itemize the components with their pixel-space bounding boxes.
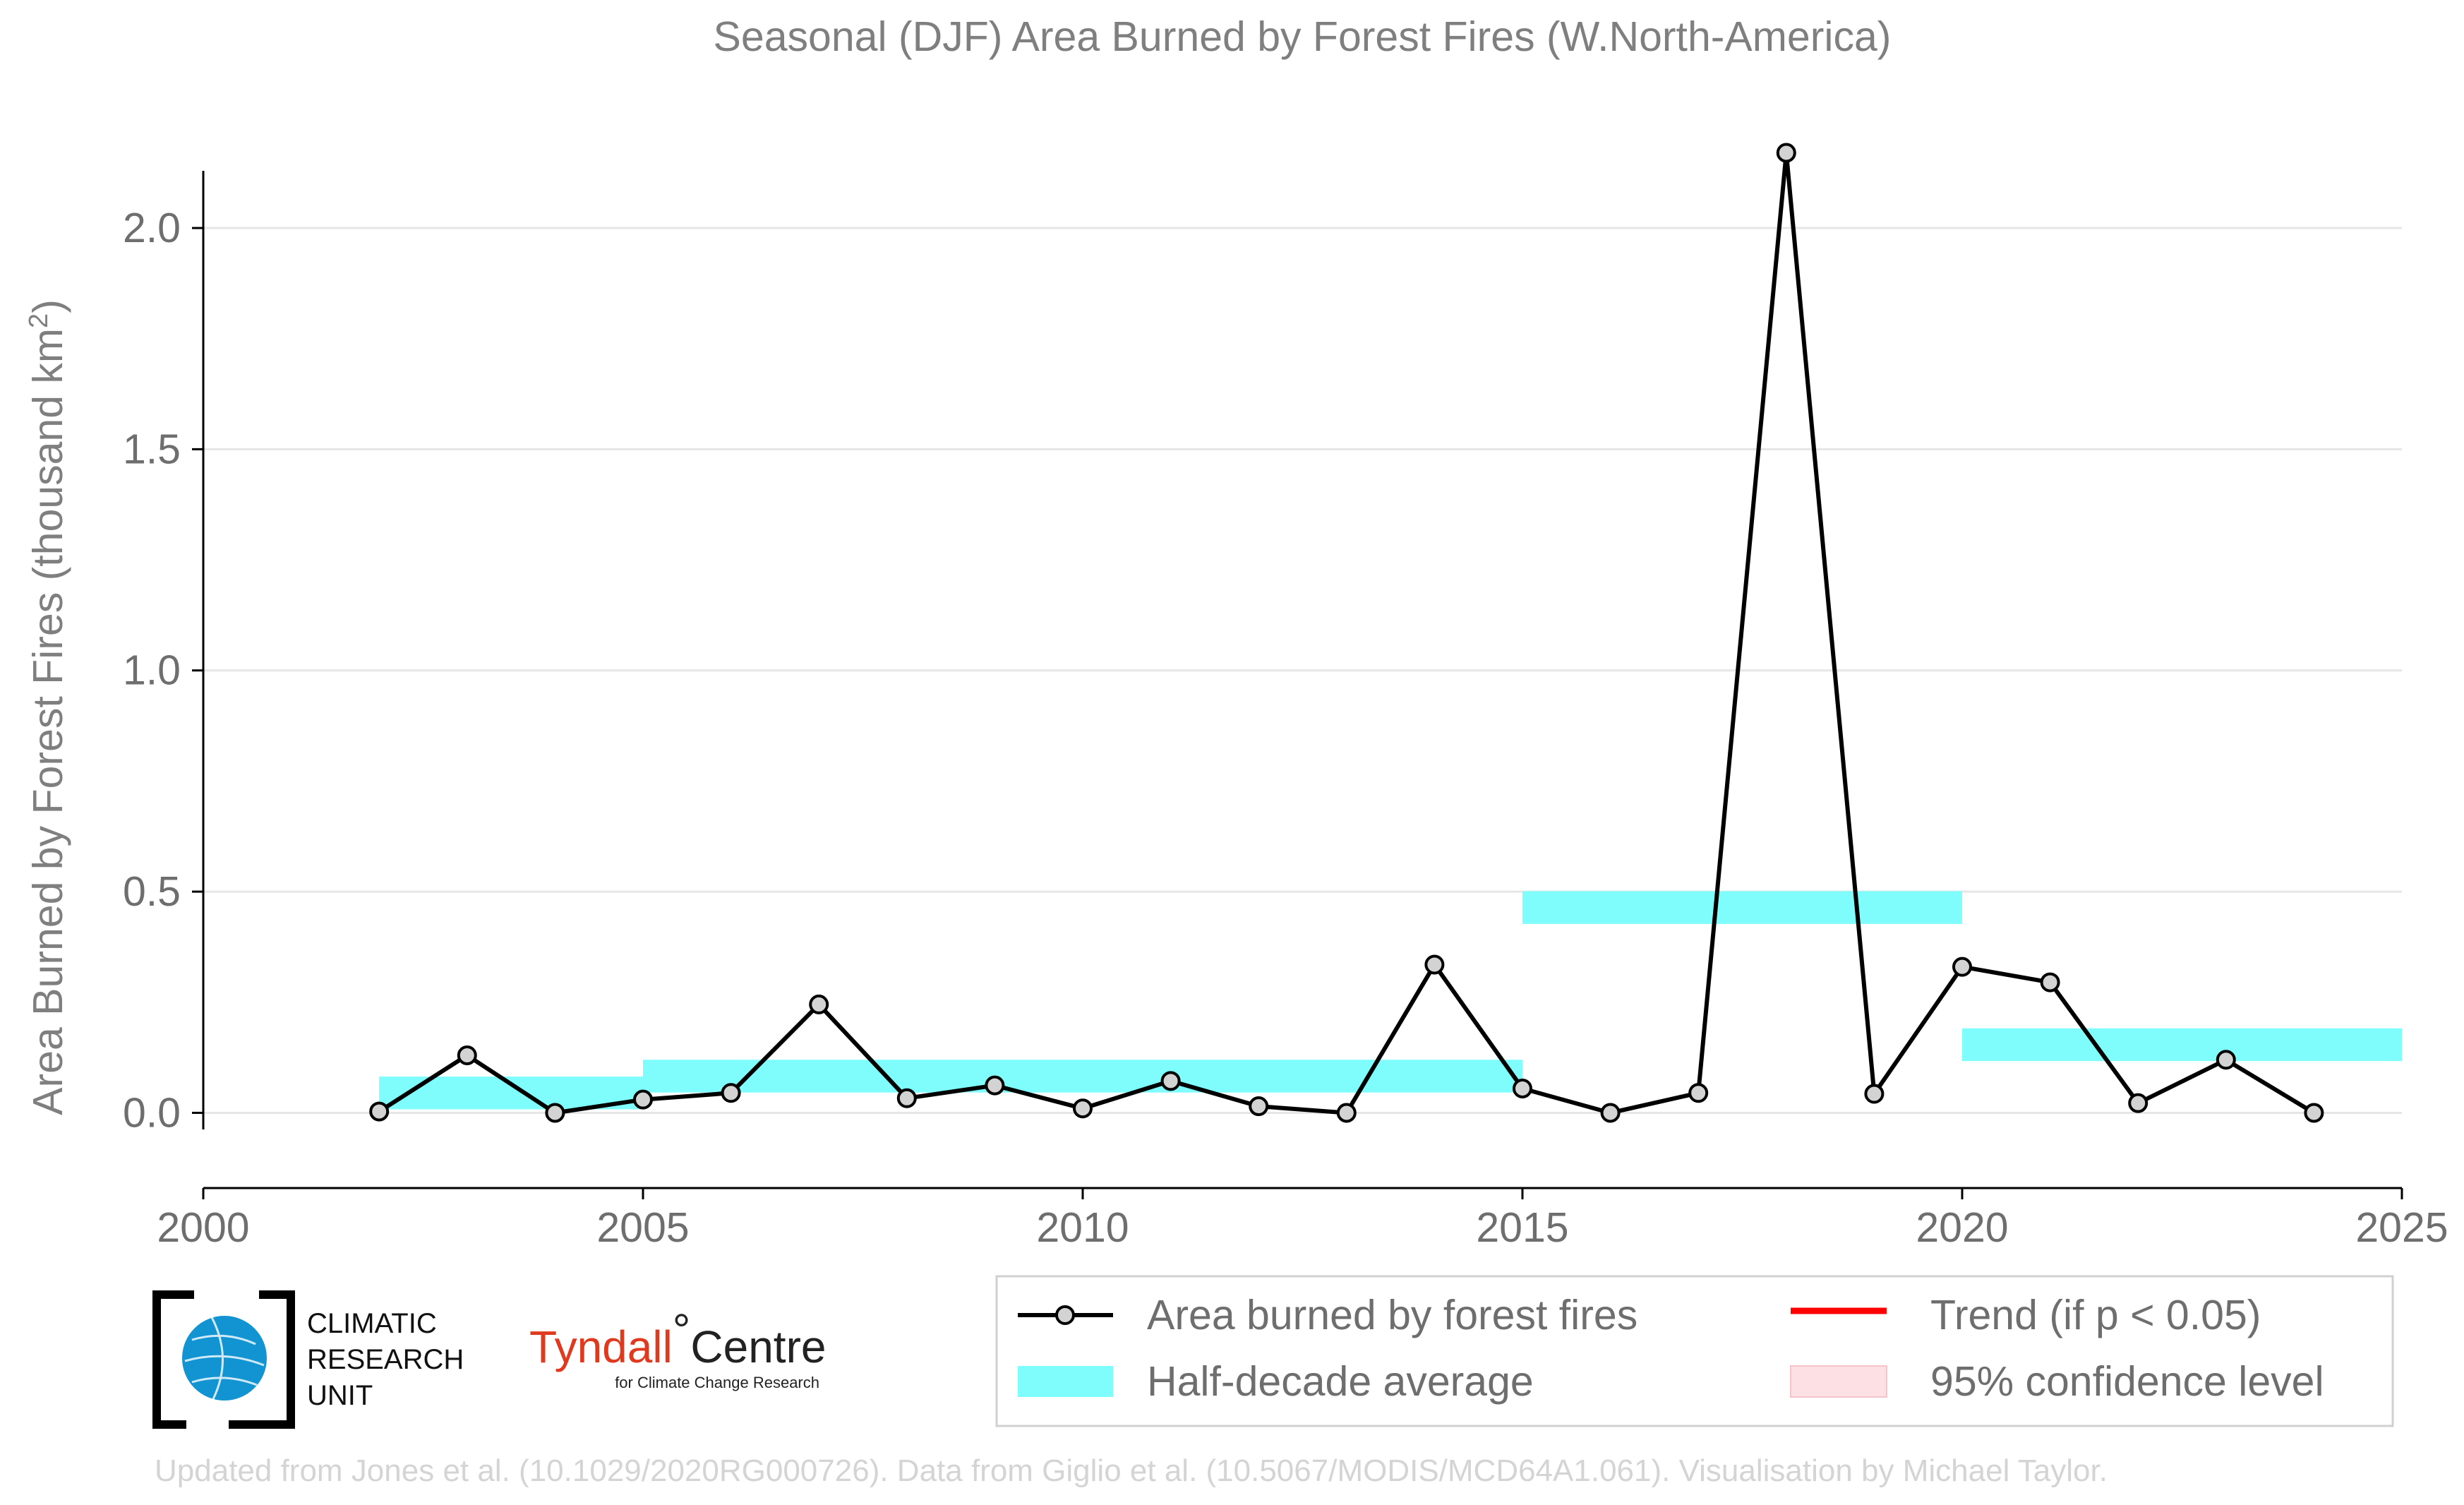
data-point	[2304, 1103, 2324, 1123]
chart-title: Seasonal (DJF) Area Burned by Forest Fir…	[714, 13, 1892, 60]
x-tick-label: 2010	[1036, 1204, 1129, 1251]
cru-logo-line-3: UNIT	[307, 1380, 373, 1411]
data-point	[1424, 954, 1445, 975]
series-line	[378, 150, 2315, 1115]
axes	[202, 171, 2402, 1189]
legend-label-trend: Trend (if p < 0.05)	[1930, 1292, 2261, 1338]
data-point	[896, 1088, 917, 1108]
y-tick-label: 2.0	[123, 205, 181, 251]
legend-key-confidence	[1790, 1365, 1887, 1398]
grid-lines	[203, 227, 2402, 1114]
data-point	[633, 1089, 653, 1110]
y-axis-label-superscript: 2	[24, 313, 54, 328]
series-points	[369, 143, 2324, 1123]
legend-label-confidence: 95% confidence level	[1930, 1358, 2324, 1405]
credit-line: Updated from Jones et al. (10.1029/2020R…	[155, 1453, 2108, 1488]
y-tick-label: 1.5	[123, 426, 181, 472]
cru-logo: CLIMATIC RESEARCH UNIT	[152, 1290, 464, 1429]
x-tick-label: 2025	[2355, 1204, 2448, 1251]
data-point	[1864, 1084, 1885, 1104]
x-tick-label: 2020	[1916, 1204, 2008, 1251]
y-axis-label-main: Area Burned by Forest Fires (thousand km	[25, 328, 71, 1115]
data-point	[2216, 1050, 2236, 1070]
x-tick-label: 2005	[596, 1204, 689, 1251]
globe-icon-lines	[184, 1317, 265, 1400]
y-tick-label: 0.0	[123, 1089, 181, 1136]
y-axis-label: Area Burned by Forest Fires (thousand km…	[24, 299, 71, 1115]
half-decade-bands	[379, 891, 2402, 1110]
tyndall-wordmark: Tyndall°Centre	[529, 1305, 826, 1372]
tyndall-degree: °	[673, 1305, 691, 1355]
data-point	[985, 1075, 1005, 1096]
y-axis-label-close: )	[25, 299, 71, 313]
data-point	[1600, 1103, 1621, 1123]
data-point	[1160, 1071, 1181, 1091]
cru-logo-line-1: CLIMATIC	[307, 1308, 437, 1339]
data-point	[2040, 972, 2060, 993]
cru-logo-line-2: RESEARCH	[307, 1344, 464, 1375]
half-decade-band	[1522, 891, 1962, 924]
x-tick-label: 2000	[157, 1204, 249, 1251]
tyndall-wordmark-centre: Centre	[690, 1321, 826, 1372]
tyndall-wordmark-main: Tyndall	[529, 1321, 673, 1372]
y-ticks: 0.0 0.5 1.0 1.5 2.0	[123, 205, 203, 1136]
data-point	[369, 1101, 390, 1122]
data-point	[2128, 1093, 2149, 1113]
legend-box	[995, 1275, 2394, 1427]
x-tick-label: 2015	[1476, 1204, 1568, 1251]
half-decade-band	[643, 1060, 1083, 1093]
cru-logo-bracket-right	[229, 1290, 295, 1429]
data-point	[1513, 1078, 1532, 1098]
legend: Area burned by forest fires Trend (if p …	[995, 1275, 2394, 1427]
legend-key-half-decade	[1018, 1366, 1113, 1397]
y-tick-label: 0.5	[123, 868, 181, 915]
tyndall-subtitle: for Climate Change Research	[615, 1374, 819, 1391]
legend-label-half-decade: Half-decade average	[1147, 1358, 1534, 1405]
legend-key-area-burned	[1018, 1305, 1113, 1325]
data-point	[1688, 1083, 1709, 1103]
cru-logo-bracket-left	[152, 1290, 194, 1429]
data-point	[809, 994, 829, 1014]
data-point	[545, 1103, 565, 1123]
data-point	[721, 1083, 741, 1103]
series-line-layer	[378, 150, 2315, 1115]
legend-label-area-burned: Area burned by forest fires	[1147, 1292, 1637, 1338]
data-point	[1336, 1103, 1357, 1123]
data-point	[1073, 1098, 1093, 1119]
data-point	[1776, 143, 1796, 163]
data-point	[1952, 957, 1972, 977]
tyndall-logo: Tyndall°Centre for Climate Change Resear…	[529, 1305, 826, 1391]
x-ticks: 2000 2005 2010 2015 2020 2025	[157, 1188, 2448, 1251]
half-decade-band	[1962, 1028, 2402, 1062]
y-tick-label: 1.0	[123, 647, 181, 694]
data-point	[457, 1045, 477, 1065]
legend-key-marker	[1055, 1305, 1075, 1325]
data-point	[1249, 1096, 1269, 1117]
